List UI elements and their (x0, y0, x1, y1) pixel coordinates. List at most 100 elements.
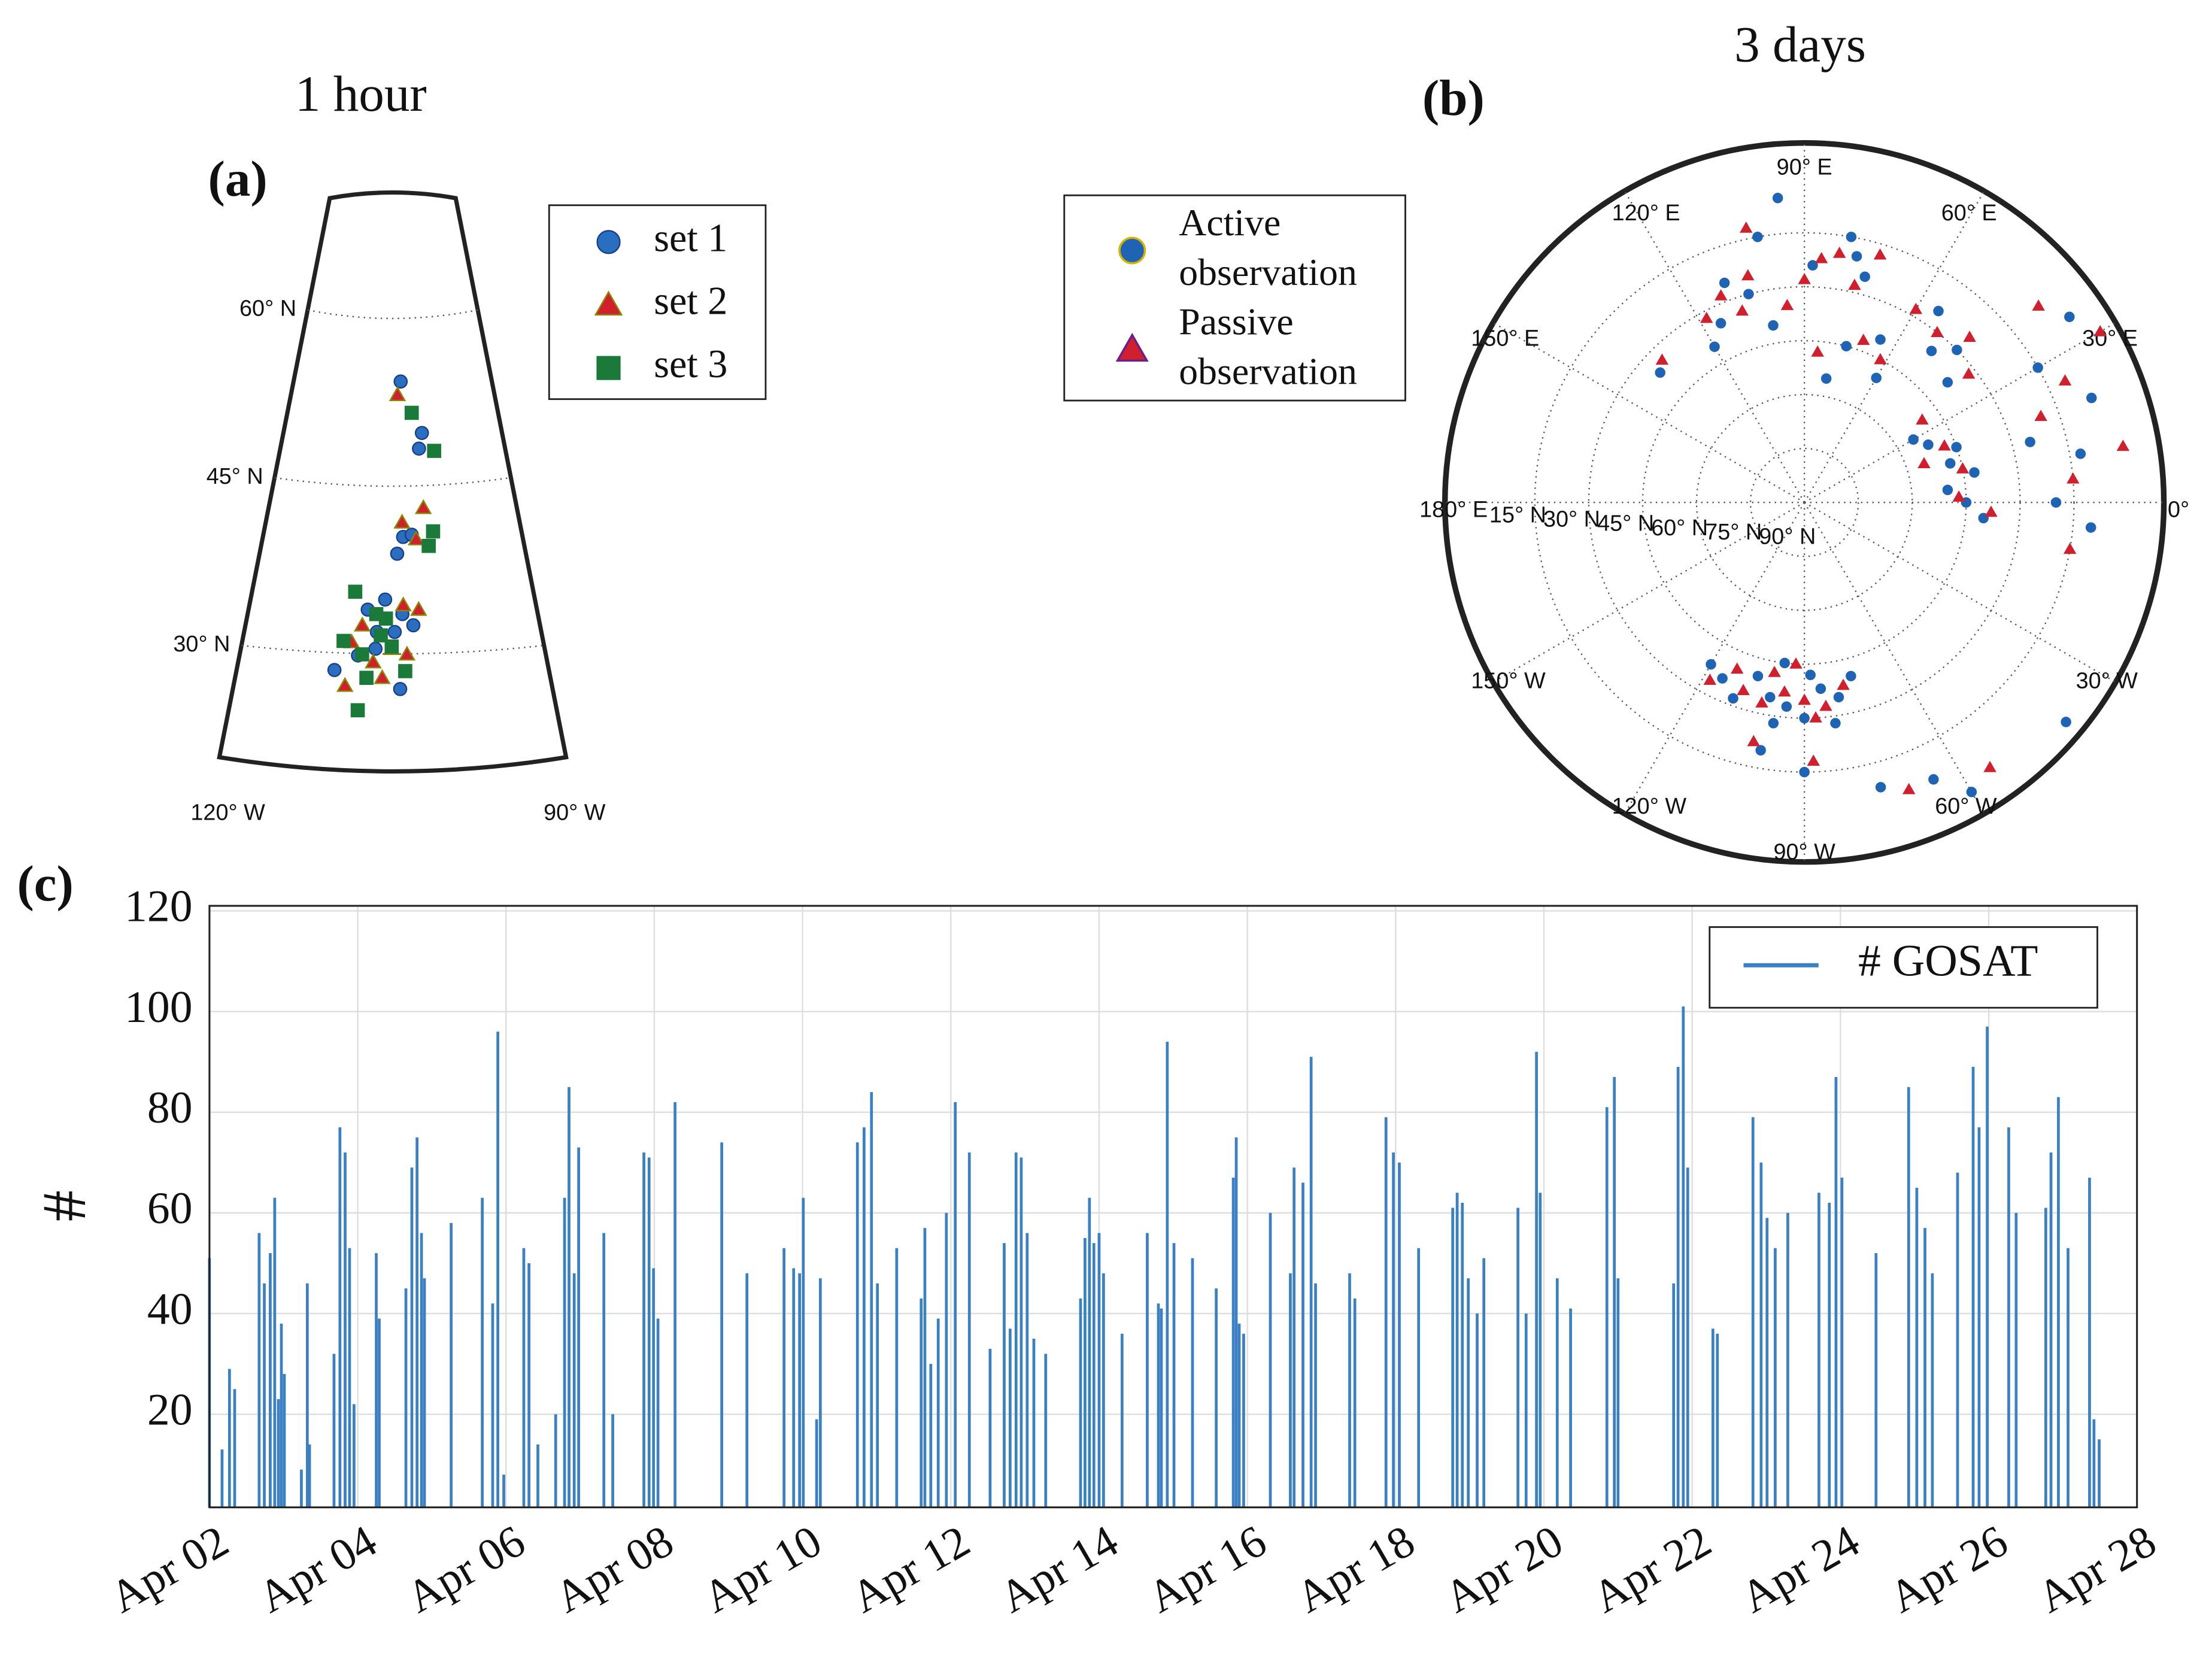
bar (420, 1233, 423, 1508)
bar (1166, 1041, 1169, 1508)
bar (1977, 1127, 1981, 1508)
bar (1765, 1218, 1769, 1508)
marker-triangle (1700, 311, 1713, 323)
marker-circle (1933, 305, 1944, 317)
lon-tick-label: 60° E (1941, 201, 1997, 226)
legend-label: Active observation (1179, 201, 1357, 293)
bar (1084, 1238, 1087, 1508)
bar (1120, 1333, 1124, 1508)
bar (375, 1253, 378, 1508)
marker-square (427, 444, 441, 458)
bar (1231, 1177, 1235, 1508)
bar (353, 1404, 356, 1508)
marker-circle (1851, 251, 1862, 262)
marker-square (421, 538, 436, 553)
marker-circle (1772, 193, 1783, 204)
y-tick-label: 20 (147, 1385, 193, 1435)
bar (870, 1092, 873, 1508)
marker-circle (368, 641, 383, 656)
lat-grid-line (241, 644, 544, 655)
marker-circle (1768, 320, 1779, 331)
bar (798, 1273, 802, 1508)
bar (936, 1318, 940, 1508)
marker-triangle (1780, 299, 1794, 310)
legend-label: set 1 (654, 216, 727, 260)
lon-tick-label: 180° E (1419, 497, 1488, 522)
bar (2098, 1439, 2101, 1508)
marker-circle (393, 374, 408, 389)
marker-circle (1875, 334, 1886, 345)
marker-circle (1952, 344, 1962, 356)
marker-circle (1815, 683, 1826, 695)
bar (1014, 1152, 1018, 1508)
bar (527, 1263, 530, 1508)
marker-circle (1655, 367, 1665, 378)
bar (378, 1318, 381, 1508)
marker-circle (1969, 467, 1980, 478)
bar (1840, 1177, 1844, 1508)
marker-circle (2025, 436, 2035, 447)
lat-tick-label: 45° N (207, 464, 263, 489)
marker-square (596, 356, 621, 380)
bar (1451, 1208, 1455, 1508)
marker-square (374, 628, 388, 643)
bar (895, 1248, 899, 1508)
marker-triangle (398, 645, 416, 661)
marker-triangle (1874, 353, 1887, 365)
marker-triangle (1741, 269, 1755, 281)
marker-triangle (1789, 657, 1803, 669)
marker-triangle (1778, 685, 1791, 697)
bar (1157, 1303, 1160, 1508)
bar (876, 1283, 879, 1508)
marker-circle (1118, 236, 1146, 265)
bar (300, 1469, 303, 1508)
marker-circle (1807, 260, 1818, 271)
lon-tick-label: 120° W (190, 800, 265, 825)
bar (1751, 1117, 1755, 1508)
marker-circle (1752, 231, 1763, 242)
lon-tick-label: 120° W (1612, 794, 1687, 819)
marker-triangle (1873, 248, 1887, 260)
bar (554, 1414, 557, 1508)
bar (1003, 1243, 1006, 1508)
marker-triangle (1848, 278, 1861, 290)
marker-circle (1830, 718, 1841, 729)
bar (308, 1444, 311, 1508)
bar (1828, 1203, 1831, 1508)
bar (1309, 1057, 1313, 1508)
lat-grid-line (1534, 232, 2075, 773)
bar (1676, 1067, 1680, 1508)
bar (450, 1223, 453, 1508)
marker-circle (387, 624, 402, 639)
marker-square (378, 611, 393, 626)
bar (269, 1253, 272, 1508)
y-tick-label: 60 (147, 1184, 193, 1233)
bar (1079, 1298, 1082, 1508)
bar (1398, 1162, 1401, 1508)
bar (348, 1248, 351, 1508)
bar (1025, 1233, 1029, 1508)
bar (1874, 1253, 1878, 1508)
marker-triangle (1956, 462, 1970, 474)
marker-circle (1719, 277, 1730, 289)
bar (1242, 1333, 1245, 1508)
lat-tick-label: 75° N (1705, 520, 1762, 545)
bar (647, 1157, 651, 1508)
bar (1348, 1273, 1351, 1508)
map-frame (217, 190, 569, 774)
bar (1172, 1243, 1176, 1508)
marker-triangle (1807, 754, 1820, 766)
marker-circle (406, 618, 421, 633)
lon-tick-label: 90° E (1777, 154, 1832, 180)
marker-circle (1846, 231, 1857, 242)
bar (1535, 1051, 1538, 1508)
marker-triangle (1655, 353, 1669, 365)
marker-triangle (1952, 490, 1965, 502)
marker-circle (393, 682, 408, 696)
bar (602, 1233, 606, 1508)
marker-circle (1715, 318, 1726, 329)
marker-triangle (2032, 299, 2045, 311)
marker-circle (1923, 439, 1934, 450)
